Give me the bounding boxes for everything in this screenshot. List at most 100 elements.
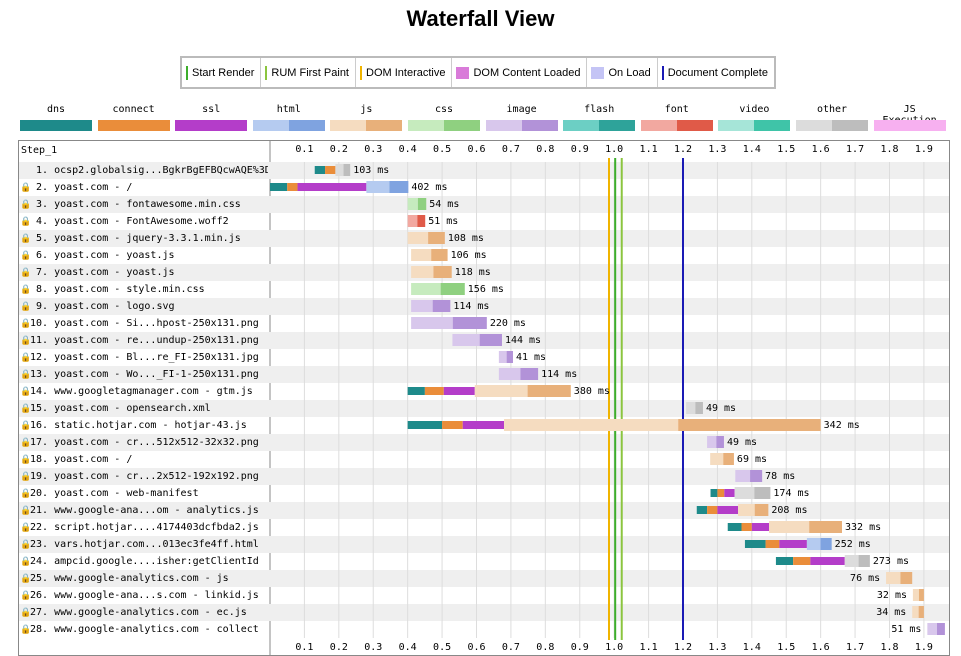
lock-icon: 🔒 <box>20 591 32 601</box>
request-duration: 41 ms <box>515 352 547 363</box>
request-label[interactable]: 🔒19. yoast.com - cr...2x512-192x192.png <box>20 468 268 485</box>
bar-connect <box>424 387 444 395</box>
request-number: 24. <box>30 556 55 567</box>
x-tick-bottom: 1.4 <box>742 642 761 653</box>
x-tick-bottom: 1.2 <box>673 642 693 653</box>
row-background <box>19 570 949 587</box>
type-legend-swatch <box>563 120 636 131</box>
type-legend-swatch <box>97 120 170 131</box>
request-label[interactable]: 🔒 7. yoast.com - yoast.js <box>20 264 268 281</box>
x-tick-top: 1.2 <box>673 144 693 155</box>
legend-swatch <box>456 66 470 79</box>
bar-download <box>754 504 769 516</box>
request-label[interactable]: 🔒 8. yoast.com - style.min.css <box>20 281 268 298</box>
request-label[interactable]: 🔒13. yoast.com - Wo..._FI-1-250x131.png <box>20 366 268 383</box>
request-label[interactable]: 🔒 4. yoast.com - FontAwesome.woff2 <box>20 213 268 230</box>
x-tick-top: 0.9 <box>570 144 589 155</box>
bar-wait <box>707 436 717 448</box>
request-label[interactable]: 🔒16. static.hotjar.com - hotjar-43.js <box>20 417 268 434</box>
bar-connect <box>707 506 718 514</box>
request-duration: 114 ms <box>541 369 578 380</box>
request-label[interactable]: 🔒10. yoast.com - Si...hpost-250x131.png <box>20 315 268 332</box>
request-label[interactable]: 🔒25. www.google-analytics.com - js <box>20 570 268 587</box>
request-label[interactable]: 🔒 5. yoast.com - jquery-3.3.1.min.js <box>20 230 268 247</box>
request-label[interactable]: 🔒21. www.google-ana...om - analytics.js <box>20 502 268 519</box>
lock-icon: 🔒 <box>20 183 32 193</box>
request-label[interactable]: 🔒20. yoast.com - web-manifest <box>20 485 268 502</box>
type-legend-swatch <box>408 120 480 131</box>
bar-download <box>432 300 451 312</box>
bar-wait <box>498 368 521 380</box>
request-label[interactable]: 🔒24. ampcid.google....isher:getClientId <box>20 553 268 570</box>
x-tick-bottom: 1.8 <box>880 642 899 653</box>
marker-legend-item: DOM Content Loaded <box>452 58 588 87</box>
bar-wait <box>407 215 418 227</box>
type-legend-label: image <box>506 104 537 115</box>
bar-connect <box>325 166 336 174</box>
bar-download <box>918 606 924 618</box>
marker-legend-item: Start Render <box>182 58 262 87</box>
request-duration: 402 ms <box>411 182 448 193</box>
x-tick-top: 0.7 <box>501 144 520 155</box>
request-label[interactable]: 🔒12. yoast.com - Bl...re_FI-250x131.jpg <box>20 349 268 366</box>
request-label[interactable]: 🔒11. yoast.com - re...undup-250x131.png <box>20 332 268 349</box>
legend-swatch <box>661 65 664 80</box>
lock-icon: 🔒 <box>20 268 32 278</box>
request-label[interactable]: 🔒15. yoast.com - opensearch.xml <box>20 400 268 417</box>
bar-dns <box>407 421 443 429</box>
request-label[interactable]: 🔒22. script.hotjar....4174403dcfbda2.js <box>20 519 268 536</box>
request-label[interactable]: 🔒17. yoast.com - cr...512x512-32x32.png <box>20 434 268 451</box>
bar-connect <box>741 523 752 531</box>
bar-wait <box>366 181 390 193</box>
request-label[interactable]: 🔒26. www.google-ana...s.com - linkid.js <box>20 587 268 604</box>
request-duration: 144 ms <box>504 335 542 346</box>
request-number: 23. <box>30 539 55 550</box>
request-url: yoast.com - cr...512x512-32x32.png <box>54 437 259 448</box>
request-label[interactable]: 🔒23. vars.hotjar.com...013ec3fe4ff.html <box>20 536 268 553</box>
type-legend-item: other <box>796 104 868 131</box>
x-tick-bottom: 1.9 <box>914 642 933 653</box>
request-label[interactable]: 🔒18. yoast.com - / <box>20 451 268 468</box>
type-legend-swatch <box>20 120 92 131</box>
request-label[interactable]: 🔒 2. yoast.com - / <box>20 179 268 196</box>
request-label[interactable]: 🔒 6. yoast.com - yoast.js <box>20 247 268 264</box>
type-legend-label: html <box>276 104 301 115</box>
request-label[interactable]: 🔒27. www.google-analytics.com - ec.js <box>20 604 268 621</box>
request-label[interactable]: 🔒14. www.googletagmanager.com - gtm.js <box>20 383 268 400</box>
bar-connect <box>717 489 725 497</box>
x-tick-bottom: 1.0 <box>605 642 624 653</box>
bar-download <box>479 334 502 346</box>
request-duration: 273 ms <box>872 556 909 567</box>
x-tick-bottom: 0.5 <box>433 642 452 653</box>
request-number: 4. <box>30 216 55 227</box>
request-number: 3. <box>30 199 55 210</box>
x-tick-bottom: 0.1 <box>295 642 314 653</box>
request-number: 9. <box>30 301 55 312</box>
lock-icon: 🔒 <box>20 200 32 210</box>
bar-wait <box>912 589 919 601</box>
legend-label: DOM Interactive <box>366 66 446 79</box>
request-number: 21. <box>30 505 55 516</box>
request-label[interactable]: 🔒28. www.google-analytics.com - collect <box>20 621 268 638</box>
bar-dns <box>710 489 718 497</box>
bar-download <box>820 538 832 550</box>
request-duration: 69 ms <box>736 454 768 465</box>
lock-icon: 🔒 <box>20 336 32 346</box>
request-label[interactable]: 🔒 9. yoast.com - logo.svg <box>20 298 268 315</box>
request-url: yoast.com - Wo..._FI-1-250x131.png <box>54 369 259 380</box>
bar-download <box>506 351 513 363</box>
bar-download <box>428 232 445 244</box>
request-duration: 49 ms <box>726 437 758 448</box>
bar-wait <box>844 555 859 567</box>
bar-dns <box>696 506 708 514</box>
row-background <box>19 604 949 621</box>
request-label[interactable]: 1. ocsp2.globalsig...BgkrBgEFBQcwAQE%3D <box>20 162 268 179</box>
marker-legend-item: RUM First Paint <box>261 58 356 87</box>
request-url: yoast.com - yoast.js <box>54 250 175 261</box>
x-tick-top: 1.1 <box>639 144 658 155</box>
request-number: 26. <box>30 590 55 601</box>
lock-icon: 🔒 <box>20 523 32 533</box>
bar-wait <box>498 351 507 363</box>
request-label[interactable]: 🔒 3. yoast.com - fontawesome.min.css <box>20 196 268 213</box>
lock-icon: 🔒 <box>20 387 32 397</box>
